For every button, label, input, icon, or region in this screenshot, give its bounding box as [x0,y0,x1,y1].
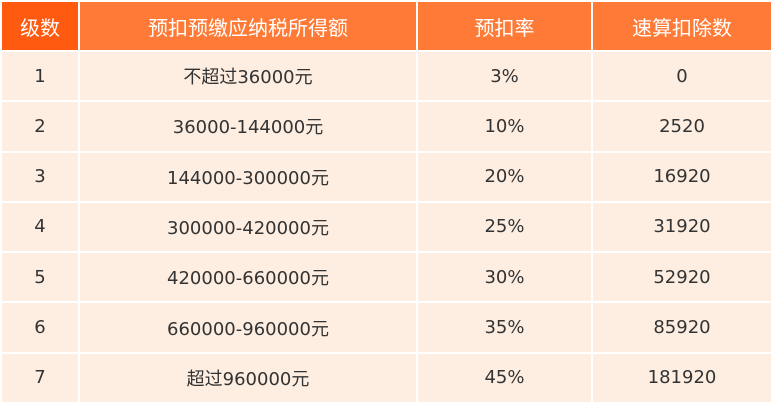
table-row: 5 420000-660000元 30% 52920 [0,251,771,304]
header-quick-deduction: 速算扣除数 [591,0,771,52]
cell-level: 3 [0,150,80,203]
cell-level: 5 [0,251,80,304]
table-row: 7 超过960000元 45% 181920 [0,351,771,404]
cell-quick-deduction: 31920 [591,200,771,254]
header-taxable-income: 预扣预缴应纳税所得额 [78,0,418,52]
table-row: 1 不超过36000元 3% 0 [0,49,771,103]
cell-quick-deduction: 85920 [591,301,771,354]
cell-rate: 45% [416,351,593,404]
cell-taxable-income: 144000-300000元 [78,150,418,203]
cell-rate: 35% [416,301,593,354]
cell-rate: 3% [416,49,593,103]
cell-level: 1 [0,49,80,103]
cell-level: 7 [0,351,80,404]
table-row: 6 660000-960000元 35% 85920 [0,301,771,354]
table-row: 2 36000-144000元 10% 2520 [0,100,771,153]
table-row: 3 144000-300000元 20% 16920 [0,150,771,203]
cell-quick-deduction: 181920 [591,351,771,404]
cell-rate: 10% [416,100,593,153]
cell-taxable-income: 420000-660000元 [78,251,418,304]
cell-level: 4 [0,200,80,254]
cell-quick-deduction: 16920 [591,150,771,203]
header-level: 级数 [0,0,80,52]
header-row: 级数 预扣预缴应纳税所得额 预扣率 速算扣除数 [0,0,771,52]
cell-taxable-income: 300000-420000元 [78,200,418,254]
header-rate: 预扣率 [416,0,593,52]
cell-rate: 20% [416,150,593,203]
cell-taxable-income: 36000-144000元 [78,100,418,153]
cell-rate: 30% [416,251,593,304]
cell-taxable-income: 不超过36000元 [78,49,418,103]
table-row: 4 300000-420000元 25% 31920 [0,200,771,254]
cell-level: 2 [0,100,80,153]
cell-quick-deduction: 52920 [591,251,771,304]
cell-taxable-income: 超过960000元 [78,351,418,404]
cell-quick-deduction: 0 [591,49,771,103]
cell-rate: 25% [416,200,593,254]
cell-level: 6 [0,301,80,354]
cell-taxable-income: 660000-960000元 [78,301,418,354]
cell-quick-deduction: 2520 [591,100,771,153]
